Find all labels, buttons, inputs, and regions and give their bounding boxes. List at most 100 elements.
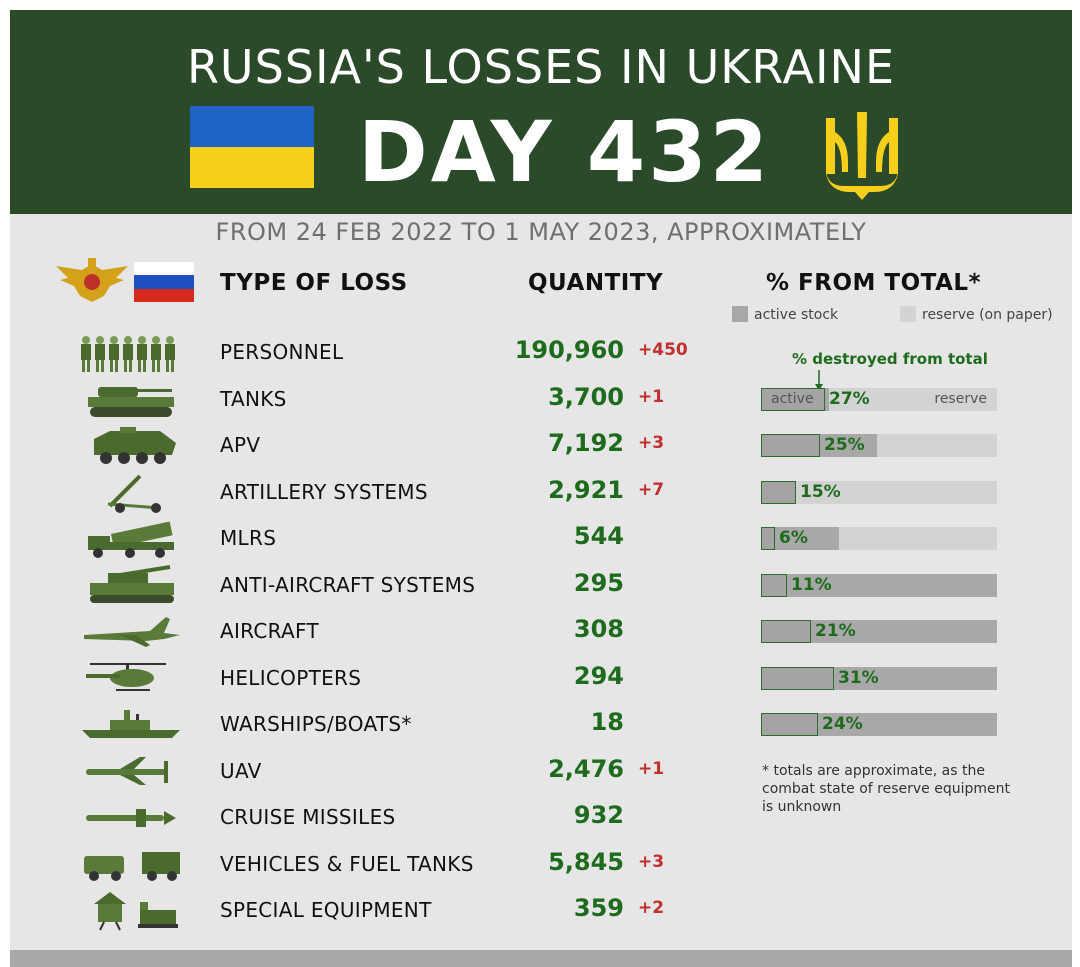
legend-reserve: reserve (on paper) <box>900 306 1053 323</box>
soldiers-icon <box>81 336 175 372</box>
row-delta: +2 <box>638 898 665 918</box>
row-label: PERSONNEL <box>220 340 344 364</box>
row-label: WARSHIPS/BOATS* <box>220 712 412 736</box>
row-delta: +1 <box>638 758 665 779</box>
table-row: APV 7,192 +3 25% <box>10 423 1072 469</box>
active-stock-bar <box>761 713 997 736</box>
destroyed-bar <box>761 573 787 597</box>
row-quantity: 5,845 <box>548 847 624 876</box>
percent-label: 31% <box>838 667 879 688</box>
uav-icon <box>86 756 168 785</box>
destroyed-bar <box>761 620 811 643</box>
apv-icon <box>94 427 176 464</box>
percent-bar: 25% <box>761 434 997 457</box>
row-label: HELICOPTERS <box>220 665 362 690</box>
footnote: * totals are approximate, as the combat … <box>762 763 1011 815</box>
row-quantity: 932 <box>573 801 624 829</box>
row-label: SPECIAL EQUIPMENT <box>220 898 432 922</box>
row-quantity: 308 <box>573 615 624 643</box>
active-stock-bar <box>761 480 796 504</box>
destroyed-bar <box>761 527 775 550</box>
row-quantity: 190,960 <box>514 336 624 364</box>
row-delta: +1 <box>638 386 665 407</box>
infographic-card: RUSSIA'S LOSSES IN UKRAINE DAY 432 FROM … <box>10 10 1072 967</box>
artillery-icon <box>107 474 161 513</box>
percent-label: 25% <box>824 435 865 455</box>
mlrs-icon <box>88 521 174 558</box>
tank-icon <box>88 386 174 417</box>
ukraine-flag-icon <box>190 106 314 188</box>
percent-bar: active reserve 27% <box>761 387 997 411</box>
row-label: UAV <box>220 758 262 783</box>
row-label: APV <box>220 433 261 457</box>
table-row: SPECIAL EQUIPMENT 359 +2 <box>10 888 1072 934</box>
table-row: MLRS 544 6% <box>10 516 1072 562</box>
percent-bar: 15% <box>761 480 997 504</box>
vehicles-icon <box>84 851 180 881</box>
row-label: ARTILLERY SYSTEMS <box>220 479 428 504</box>
destroyed-bar <box>761 387 825 411</box>
row-delta: +7 <box>638 479 665 500</box>
percent-bar: 21% <box>761 620 997 643</box>
row-quantity: 3,700 <box>548 382 624 411</box>
day-counter: DAY 432 <box>358 103 772 201</box>
destroyed-note: % destroyed from total <box>792 350 988 368</box>
bar-reserve-label: reserve <box>934 390 987 407</box>
destroyed-bar <box>761 434 820 457</box>
table-row: HELICOPTERS 294 31% <box>10 656 1072 702</box>
percent-bar: 31% <box>761 666 997 690</box>
legend-reserve-swatch <box>900 306 916 322</box>
russia-flag-icon <box>134 262 194 302</box>
column-header-percent: % FROM TOTAL* <box>766 270 982 296</box>
active-stock-bar <box>761 527 839 550</box>
header-banner: RUSSIA'S LOSSES IN UKRAINE DAY 432 <box>10 10 1072 214</box>
row-label: VEHICLES & FUEL TANKS <box>220 851 474 876</box>
row-quantity: 7,192 <box>548 429 624 457</box>
row-delta: +450 <box>638 340 688 360</box>
row-quantity: 2,476 <box>548 754 624 783</box>
row-label: AIRCRAFT <box>220 619 319 643</box>
anti-aircraft-icon <box>90 564 174 603</box>
row-delta: +3 <box>638 433 665 453</box>
destroyed-bar <box>761 480 796 504</box>
ukraine-trident-icon <box>826 112 898 200</box>
row-quantity: 359 <box>573 894 624 922</box>
row-label: CRUISE MISSILES <box>220 805 396 829</box>
row-quantity: 2,921 <box>548 475 624 504</box>
bottom-strip <box>10 950 1072 967</box>
table-row: AIRCRAFT 308 21% <box>10 609 1072 655</box>
percent-label: 11% <box>791 574 832 595</box>
column-header-quantity: QUANTITY <box>528 270 664 296</box>
percent-label: 24% <box>822 714 863 734</box>
helicopter-icon <box>86 662 166 691</box>
destroyed-bar <box>761 713 818 736</box>
russian-eagle-emblem-icon <box>56 258 128 302</box>
row-label: MLRS <box>220 526 277 550</box>
aircraft-icon <box>84 617 180 647</box>
legend-active-swatch <box>732 306 748 322</box>
bar-active-label: active <box>771 390 814 407</box>
row-delta: +3 <box>638 851 665 872</box>
special-equipment-icon <box>94 892 178 931</box>
row-label: TANKS <box>220 386 287 411</box>
percent-bar: 6% <box>761 527 997 550</box>
percent-label: 21% <box>815 621 856 641</box>
date-range: FROM 24 FEB 2022 TO 1 MAY 2023, APPROXIM… <box>215 218 867 246</box>
table-row: TANKS 3,700 +1 active reserve 27% <box>10 377 1072 423</box>
percent-bar: 11% <box>761 573 997 597</box>
table-row: WARSHIPS/BOATS* 18 24% <box>10 702 1072 748</box>
active-stock-bar <box>761 620 997 643</box>
legend-active: active stock <box>732 306 838 323</box>
row-quantity: 294 <box>573 661 624 690</box>
table-row: CRUISE MISSILES 932 <box>10 795 1072 841</box>
percent-label: 6% <box>779 528 808 548</box>
row-label: ANTI-AIRCRAFT SYSTEMS <box>220 572 476 597</box>
row-quantity: 295 <box>573 568 624 597</box>
active-stock-bar <box>761 666 997 690</box>
percent-label: 15% <box>800 481 841 502</box>
page-title: RUSSIA'S LOSSES IN UKRAINE <box>186 40 896 94</box>
destroyed-bar <box>761 666 834 690</box>
row-quantity: 544 <box>573 522 624 550</box>
table-row: VEHICLES & FUEL TANKS 5,845 +3 <box>10 842 1072 888</box>
table-row: ARTILLERY SYSTEMS 2,921 +7 15% <box>10 470 1072 516</box>
